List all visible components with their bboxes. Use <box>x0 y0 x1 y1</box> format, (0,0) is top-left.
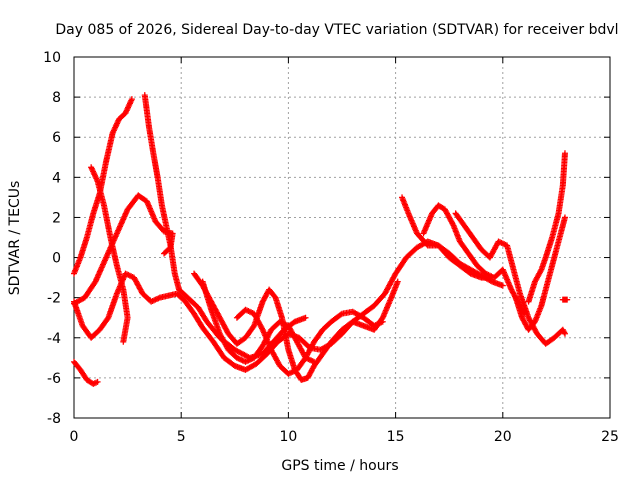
y-tick-label: 6 <box>52 130 61 146</box>
data-point <box>537 267 544 274</box>
data-point <box>561 330 568 337</box>
y-tick-label: -8 <box>47 411 61 427</box>
x-tick-label: 5 <box>177 429 186 445</box>
x-tick-label: 25 <box>601 429 619 445</box>
y-tick-label: -4 <box>47 331 61 347</box>
x-axis-label: GPS time / hours <box>281 458 398 474</box>
data-point <box>449 221 456 228</box>
series-sat-h <box>233 306 386 377</box>
y-tick-label: -2 <box>47 291 61 307</box>
data-point <box>499 282 506 289</box>
data-point <box>379 318 386 325</box>
y-tick-label: -6 <box>47 371 61 387</box>
data-point <box>161 250 168 257</box>
x-tick-label: 15 <box>387 429 405 445</box>
y-tick-label: 10 <box>43 50 61 66</box>
y-tick-label: 0 <box>52 251 61 267</box>
series-sat-g <box>191 270 401 383</box>
series-sat-c <box>71 192 176 307</box>
data-point <box>561 150 568 157</box>
x-tick-label: 0 <box>70 429 79 445</box>
series-sat-o <box>559 296 571 303</box>
data-point <box>564 296 571 303</box>
axis-ticks: 0 5 10 15 20 25 -8 -6 -4 -2 0 2 4 6 8 10 <box>43 50 619 445</box>
x-tick-label: 20 <box>494 429 512 445</box>
series-sat-m <box>525 150 568 305</box>
series-sat-a <box>71 96 135 277</box>
data-point <box>302 314 309 321</box>
data-point <box>120 338 127 345</box>
data-point <box>394 278 401 285</box>
y-axis-label: SDTVAR / TECUs <box>7 181 23 296</box>
x-tick-label: 10 <box>279 429 297 445</box>
data-point <box>162 249 169 256</box>
y-tick-label: 2 <box>52 210 61 226</box>
series-sat-b <box>88 164 131 345</box>
data-point <box>94 378 101 385</box>
series-sat-n <box>512 214 568 333</box>
data-point <box>337 311 344 318</box>
data-point <box>93 379 100 386</box>
data-point <box>561 214 568 221</box>
series-sat-i <box>199 278 318 365</box>
data-point <box>311 358 318 365</box>
y-tick-label: 4 <box>52 170 61 186</box>
plot-frame <box>73 56 611 419</box>
data-point <box>128 96 135 103</box>
series-sat-f <box>71 358 101 387</box>
chart-title: Day 085 of 2026, Sidereal Day-to-day VTE… <box>55 22 618 38</box>
data-points <box>71 92 571 387</box>
data-point <box>258 325 265 332</box>
y-tick-label: 8 <box>52 90 61 106</box>
data-point <box>561 329 568 336</box>
grid-lines <box>74 57 610 418</box>
series-sat-j <box>399 194 493 281</box>
series-sat-k <box>420 202 528 317</box>
